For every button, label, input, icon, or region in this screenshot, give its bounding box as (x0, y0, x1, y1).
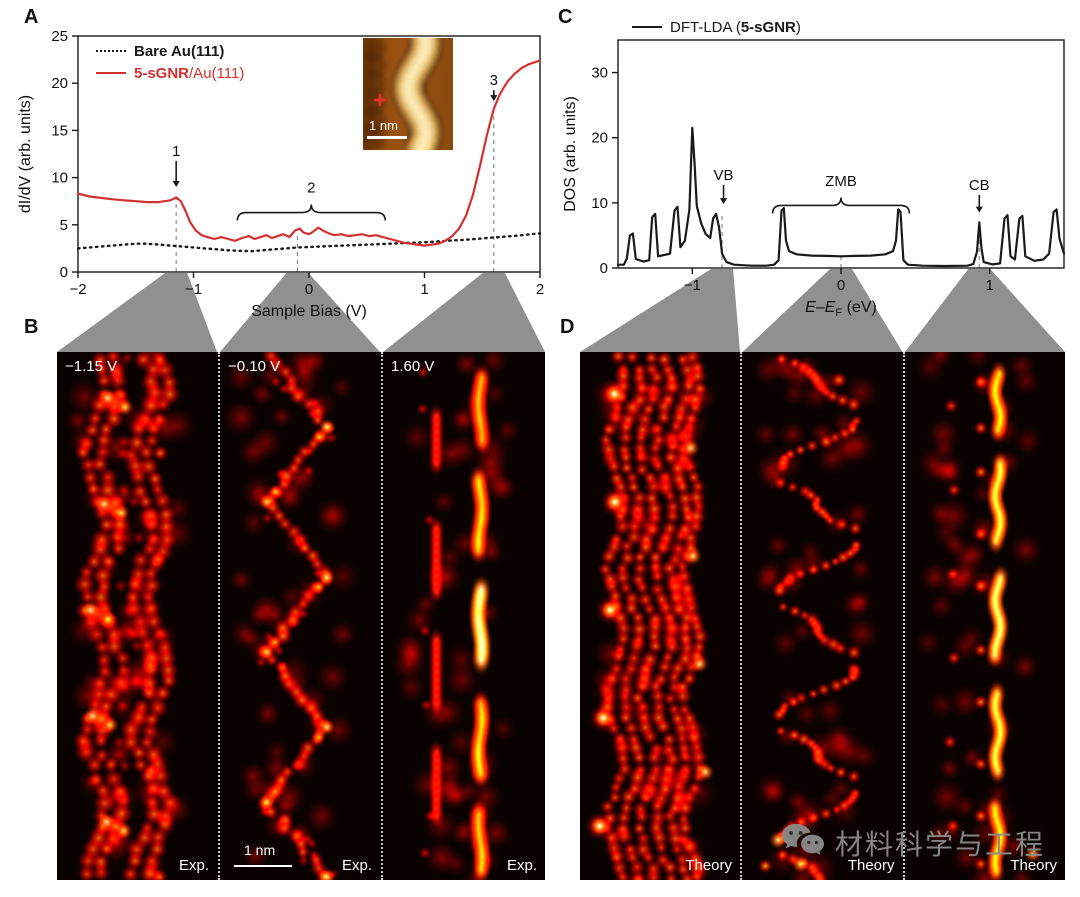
y-axis-label: DOS (arb. units) (562, 96, 579, 212)
panel-b-letter: B (24, 316, 39, 338)
y-tick-label: 15 (51, 122, 68, 139)
legend-item-sgnr: 5-sGNR/Au(111) (96, 62, 244, 84)
chart-a-legend: Bare Au(111) 5-sGNR/Au(111) (96, 40, 244, 84)
panel-separator (740, 352, 742, 880)
y-tick-label: 20 (51, 75, 68, 92)
annotation-brace (236, 204, 387, 221)
x-tick-label: −1 (185, 281, 202, 298)
exp-tag: Exp. (341, 857, 372, 874)
connector-trapezoid (905, 269, 1065, 352)
y-tick-label: 10 (51, 170, 68, 187)
x-axis-label: E–EF (eV) (805, 299, 877, 319)
connector-trapezoid (580, 269, 740, 352)
x-tick-label: 1 (420, 281, 428, 298)
annotation-brace (771, 197, 911, 214)
y-tick-label: 5 (60, 217, 68, 234)
panel-d-maps: Theory Theory Theory (580, 352, 1065, 880)
x-tick-label: 2 (536, 281, 544, 298)
black-line-sample (632, 26, 662, 28)
legend-item-dft: DFT-LDA (5-sGNR) (632, 16, 801, 38)
stm-topograph-inset (363, 38, 453, 150)
map-scalebar-line (234, 864, 292, 867)
panel-c-letter: C (558, 6, 573, 28)
arrowhead (172, 181, 180, 188)
panel-b-maps: −1.15 V Exp. −0.10 V Exp. 1 nm 1.60 V Ex… (57, 352, 545, 880)
series-line (76, 232, 542, 253)
series-line (76, 59, 542, 247)
y-tick-label: 10 (591, 195, 608, 212)
annotation-label: 1 (172, 143, 180, 160)
connector-trapezoid (220, 273, 380, 352)
dotted-line-sample (96, 50, 126, 52)
panel-separator (217, 352, 220, 880)
theory-map-cell-cb: Theory (905, 352, 1065, 880)
connector-trapezoid (383, 273, 545, 352)
y-tick-label: 30 (591, 65, 608, 82)
x-tick-label: 0 (305, 281, 313, 298)
annotation-label: VB (714, 167, 734, 184)
series-line (616, 126, 1066, 268)
annotation-label: 2 (307, 180, 315, 197)
legend-label: 5-sGNR/Au(111) (134, 64, 245, 82)
legend-item-bare-au: Bare Au(111) (96, 40, 244, 62)
arrowhead (719, 198, 728, 205)
bias-label: −0.10 V (228, 358, 281, 375)
annotation-label: 3 (490, 72, 498, 89)
theory-map-cell-vb: Theory (580, 352, 740, 880)
panel-d-letter: D (560, 316, 575, 338)
y-tick-label: 20 (591, 130, 608, 147)
x-axis-label: Sample Bias (V) (251, 303, 367, 320)
theory-ldos-map-vb (580, 352, 740, 880)
stm-didv-map-minus-1p15V (57, 352, 217, 880)
legend-label: Bare Au(111) (134, 42, 225, 60)
theory-tag: Theory (1010, 857, 1057, 874)
watermark: 材料科学与工程 (780, 822, 1045, 864)
theory-tag: Theory (847, 857, 895, 874)
theory-tag: Theory (685, 857, 732, 874)
panel-separator (902, 352, 905, 880)
exp-tag: Exp. (506, 857, 537, 874)
connector-trapezoid (57, 273, 217, 352)
annotation-label: ZMB (825, 173, 857, 190)
connector-trapezoid (742, 269, 903, 352)
exp-map-cell-1: −1.15 V Exp. (57, 352, 217, 880)
y-tick-label: 0 (60, 264, 68, 281)
red-line-sample (96, 72, 126, 74)
theory-ldos-map-zmb (742, 352, 903, 880)
watermark-text: 材料科学与工程 (835, 829, 1046, 860)
chart-c-legend: DFT-LDA (5-sGNR) (632, 16, 801, 38)
arrowhead (490, 95, 498, 102)
annotation-label: CB (969, 177, 990, 194)
wechat-icon (782, 823, 824, 856)
map-scalebar-label: 1 nm (244, 842, 276, 858)
inset-scalebar-label: 1 nm (369, 118, 398, 133)
bias-label: −1.15 V (65, 358, 118, 375)
exp-map-cell-2: −0.10 V Exp. 1 nm (220, 352, 380, 880)
exp-map-cell-3: 1.60 V Exp. (383, 352, 545, 880)
x-tick-label: −2 (69, 281, 86, 298)
x-tick-label: −1 (684, 277, 701, 294)
panel-separator (380, 352, 383, 880)
x-tick-label: 0 (837, 277, 845, 294)
legend-label: DFT-LDA (5-sGNR) (670, 18, 801, 36)
panel-a-letter: A (24, 6, 39, 28)
bias-label: 1.60 V (391, 358, 435, 375)
y-tick-label: 0 (600, 260, 608, 277)
theory-map-cell-zmb: Theory (742, 352, 903, 880)
x-tick-label: 1 (985, 277, 993, 294)
inset-scalebar-line (367, 136, 407, 139)
theory-ldos-map-cb (905, 352, 1065, 880)
stm-didv-map-1p60V (383, 352, 545, 880)
exp-tag: Exp. (178, 857, 209, 874)
y-axis-label: dI/dV (arb. units) (17, 95, 34, 213)
y-tick-label: 25 (51, 28, 68, 45)
arrowhead (975, 206, 983, 213)
stm-didv-map-minus-0p10V (220, 352, 380, 880)
